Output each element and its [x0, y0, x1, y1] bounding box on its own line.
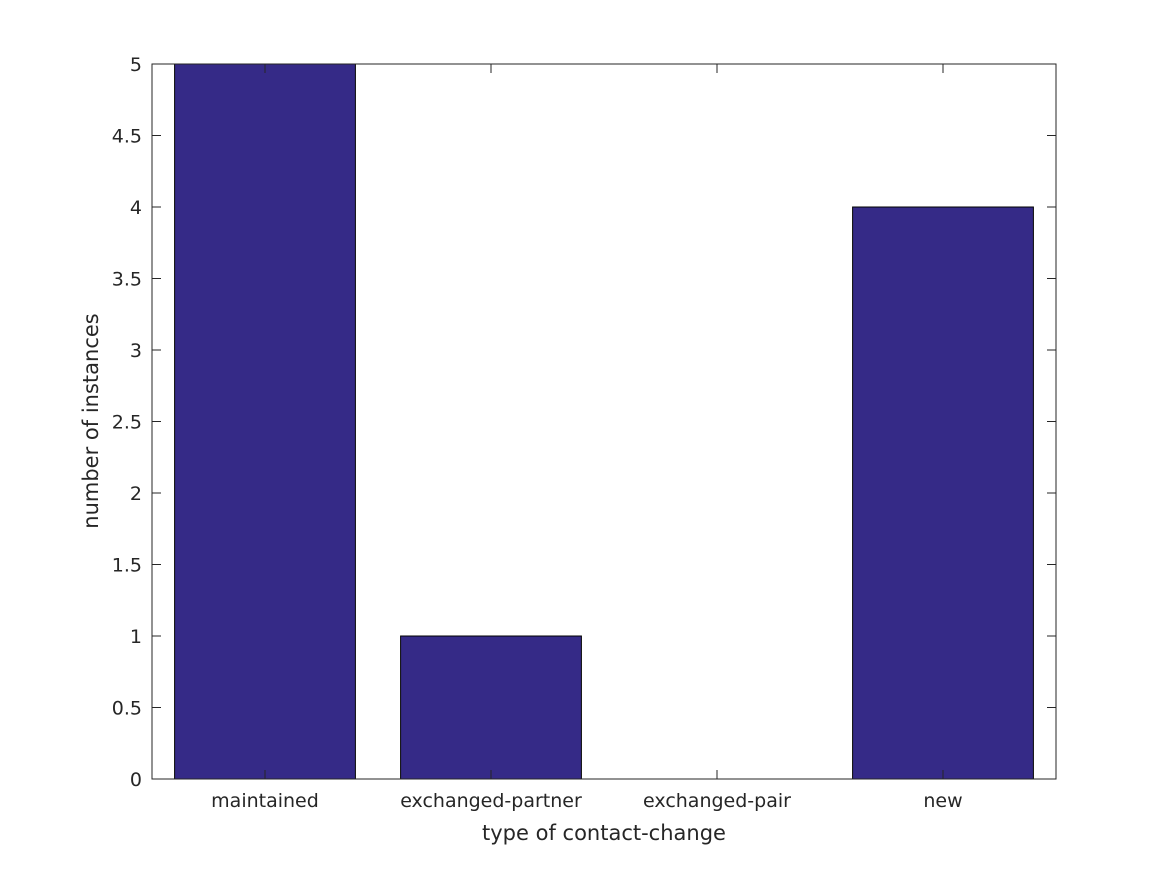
bar-new: [852, 206, 1034, 780]
y-tick-label: 0.5: [112, 698, 142, 720]
y-tick-label: 3: [130, 340, 142, 362]
y-tick-label: 3.5: [112, 269, 142, 291]
axes-box: [151, 63, 1057, 780]
bars-group: [174, 63, 1034, 780]
bar-exchanged-partner: [400, 635, 582, 780]
x-tick-label: maintained: [211, 790, 319, 812]
y-tick-label: 1.5: [112, 555, 142, 577]
x-tick-label: new: [923, 790, 962, 812]
y-tick-label: 4: [130, 197, 142, 219]
y-axis-label: number of instances: [79, 313, 103, 528]
y-tick-label: 5: [130, 54, 142, 76]
bar-maintained: [174, 63, 356, 780]
x-ticks-group: maintained exchanged-partner exchanged-pai…: [211, 64, 963, 812]
x-axis-label: type of contact-change: [482, 821, 726, 845]
y-tick-label: 4.5: [112, 126, 142, 148]
y-tick-label: 0: [130, 769, 142, 791]
y-tick-label: 1: [130, 626, 142, 648]
x-tick-label: exchanged-partner: [400, 790, 582, 812]
y-tick-label: 2: [130, 483, 142, 505]
x-tick-label: exchanged-pair: [643, 790, 791, 812]
y-ticks-group: 0 0.5 1 1.5 2 2.5 3 3.5 4 4.5 5: [112, 54, 1056, 791]
y-tick-label: 2.5: [112, 412, 142, 434]
